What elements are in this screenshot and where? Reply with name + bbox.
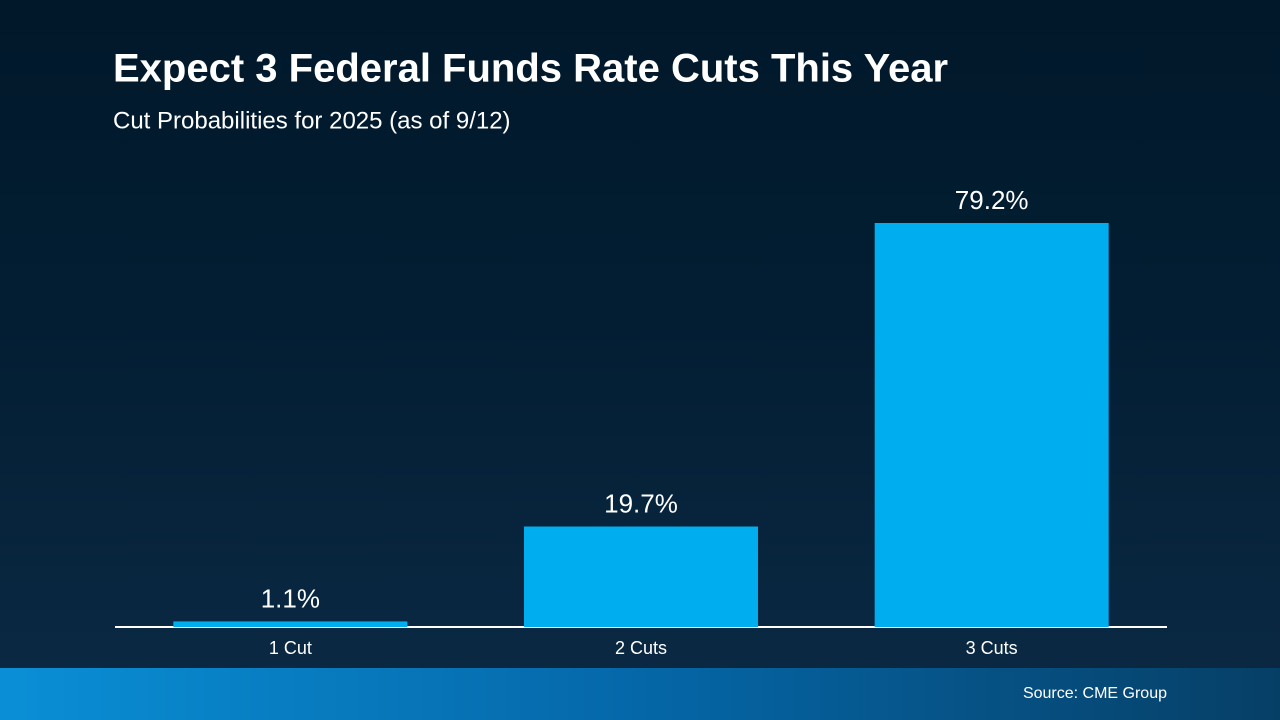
source-note: Source: CME Group	[1023, 685, 1167, 702]
chart-title: Expect 3 Federal Funds Rate Cuts This Ye…	[113, 47, 948, 91]
bar	[874, 223, 1109, 627]
bar	[173, 621, 408, 627]
value-label: 79.2%	[955, 185, 1029, 215]
x-tick-label: 3 Cuts	[966, 638, 1018, 658]
bar	[524, 526, 758, 627]
value-label: 19.7%	[604, 488, 678, 518]
chart-subtitle: Cut Probabilities for 2025 (as of 9/12)	[113, 107, 511, 134]
x-tick-label: 2 Cuts	[615, 638, 667, 658]
x-tick-label: 1 Cut	[269, 638, 312, 658]
value-label: 1.1%	[261, 583, 320, 613]
footer-band	[0, 668, 1280, 720]
